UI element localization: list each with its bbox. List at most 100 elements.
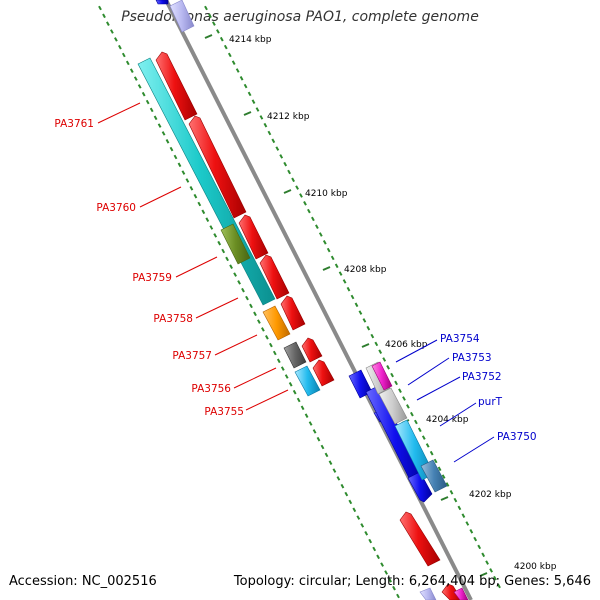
tick-dot — [209, 225, 214, 230]
tick-dot — [287, 169, 291, 175]
tick-dot — [477, 544, 482, 550]
inner-tick-track — [204, 5, 501, 589]
scale-tick-label: 4204 kbp — [426, 415, 469, 425]
gene-feature-red[interactable] — [399, 511, 441, 567]
tick-dot — [229, 264, 233, 269]
gene-feature-skyblue[interactable] — [294, 365, 321, 397]
tick-dot — [299, 193, 303, 198]
tick-dot — [485, 560, 489, 565]
scale-tick: 4210 kbp — [283, 189, 348, 199]
tick-dot — [227, 52, 232, 58]
tick-dot — [364, 531, 369, 536]
tick-dot — [189, 186, 194, 191]
gene-label[interactable]: PA3760 — [96, 202, 136, 214]
tick-dot — [386, 365, 390, 370]
tick-dot — [217, 240, 222, 246]
gene-label[interactable]: PA3755 — [204, 406, 244, 418]
tick-dot — [255, 107, 260, 112]
scale-tick: 4202 kbp — [440, 490, 512, 501]
tick-dot — [237, 280, 241, 285]
tick-dot — [402, 396, 406, 401]
gene-feature-red[interactable] — [238, 214, 269, 260]
tick-dot — [344, 491, 349, 497]
tick-dot — [231, 60, 236, 65]
gene-feature-red[interactable] — [155, 51, 198, 121]
gene-feature-red[interactable] — [301, 337, 323, 363]
gene-feature-red[interactable] — [259, 254, 290, 300]
gene-feature-olive[interactable] — [220, 223, 251, 265]
gene-feature-red[interactable] — [280, 295, 306, 331]
gene-feature-pink[interactable] — [453, 587, 469, 600]
tick-dot — [185, 178, 190, 183]
tick-dot — [497, 583, 501, 589]
tick-dot — [157, 123, 162, 128]
gene-label[interactable]: PA3753 — [452, 352, 492, 364]
outer-tick-track — [98, 5, 400, 599]
tick-dot — [320, 444, 325, 450]
tick-dot — [311, 216, 315, 222]
tick-dot — [433, 458, 438, 464]
tick-dot — [173, 154, 178, 160]
tick-dot — [225, 256, 229, 262]
gene-feature-red[interactable] — [312, 359, 335, 387]
tick-dot — [441, 474, 446, 479]
tick-dot — [292, 389, 297, 395]
gene-feature-pink[interactable] — [371, 361, 393, 391]
tick-dot — [338, 271, 343, 276]
gene-label[interactable]: PA3756 — [191, 383, 231, 395]
tick-dot — [272, 350, 277, 356]
tick-dot — [332, 468, 337, 473]
tick-dot — [453, 497, 458, 503]
tick-dot — [275, 146, 280, 151]
gene-feature-steelblue[interactable] — [420, 459, 448, 493]
tick-dot — [145, 99, 150, 105]
tick-dot — [169, 146, 174, 152]
gene-feature-lavender[interactable] — [419, 587, 437, 600]
gene-feature-red[interactable] — [188, 115, 247, 219]
gene-label[interactable]: PA3758 — [153, 313, 193, 325]
tick-dot — [493, 575, 497, 581]
gene-leader-lines — [97, 102, 495, 463]
gene-label[interactable]: PA3757 — [172, 350, 212, 362]
tick-dot — [165, 139, 170, 144]
gene-feature-lightgrey[interactable] — [378, 387, 408, 425]
tick-dot — [241, 287, 245, 293]
gene-label[interactable]: PA3759 — [132, 272, 172, 284]
tick-dot — [243, 83, 248, 89]
tick-dot — [280, 366, 285, 371]
tick-dot — [316, 436, 321, 442]
tick-dot — [340, 483, 345, 489]
tick-dot — [348, 499, 353, 505]
tick-dot — [247, 91, 252, 97]
tick-dot — [291, 177, 295, 183]
gene-label[interactable]: PA3754 — [440, 333, 480, 345]
gene-feature-lavender[interactable] — [169, 0, 195, 33]
gene-feature-darkgrey[interactable] — [283, 341, 307, 369]
tick-dot — [342, 279, 347, 284]
gene-label[interactable]: PA3761 — [54, 118, 94, 130]
gene-label[interactable]: purT — [478, 396, 503, 408]
tick-dot — [114, 37, 118, 42]
gene-feature-blue[interactable] — [155, 0, 169, 5]
tick-dot — [410, 411, 414, 417]
tick-dot — [213, 233, 218, 238]
gene-feature-blue[interactable] — [407, 471, 433, 503]
tick-dot — [118, 44, 122, 50]
tick-dot — [421, 435, 426, 440]
tick-dot — [312, 429, 317, 434]
tick-dot — [205, 217, 210, 222]
accession-text: Accession: NC_002516 — [9, 574, 157, 589]
tick-dot — [473, 536, 478, 542]
gene-labels-reverse: PA3761 PA3760 PA3759 PA3758 PA3757 PA375… — [54, 118, 244, 418]
tick-dot — [106, 21, 110, 26]
tick-dot — [125, 60, 130, 66]
tick-dot — [425, 443, 430, 448]
gene-label[interactable]: PA3750 — [497, 431, 537, 443]
tick-dot — [257, 319, 261, 324]
gene-label[interactable]: PA3752 — [462, 371, 502, 383]
scale-tick: 4212 kbp — [243, 111, 310, 122]
scale-tick-label: 4206 kbp — [385, 340, 428, 350]
gene-feature-teal[interactable] — [137, 57, 276, 306]
scale-tick: 4204 kbp — [401, 415, 469, 425]
gene-feature-orange[interactable] — [262, 305, 291, 341]
